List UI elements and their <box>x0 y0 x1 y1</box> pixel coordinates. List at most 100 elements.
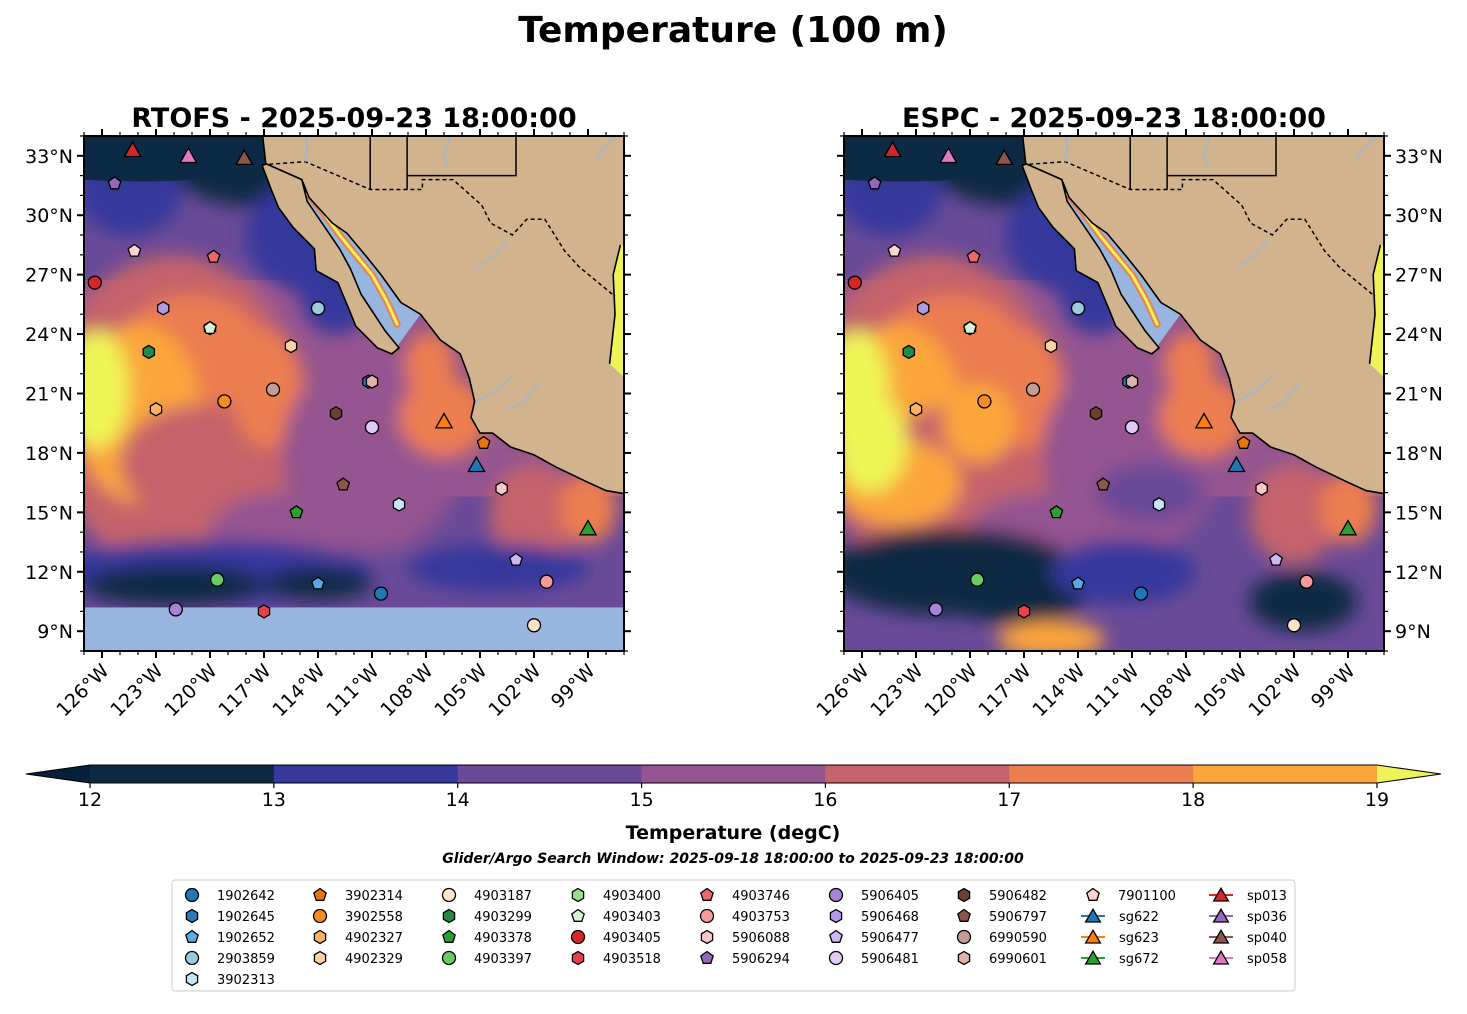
colorbar-under-arrow <box>26 765 90 783</box>
state-border <box>1167 136 1277 177</box>
obs-marker-4903397 <box>210 572 225 587</box>
baja-peninsula <box>261 162 401 355</box>
temperature-contour <box>1051 540 1195 604</box>
obs-marker-7901100 <box>127 243 142 257</box>
legend-marker-4903746 <box>700 887 714 901</box>
colorbar-tick-label: 15 <box>630 789 654 811</box>
obs-marker-5906294 <box>867 176 882 190</box>
obs-marker-3902313 <box>1152 497 1166 512</box>
colorbar-segment <box>273 765 459 783</box>
legend-label: 1902642 <box>217 889 275 904</box>
legend-label: 5906482 <box>989 889 1047 904</box>
y-tick-label: 21°N <box>1395 384 1443 406</box>
river <box>1354 136 1376 161</box>
legend-marker-5906405 <box>828 887 844 903</box>
legend-marker-sg672 <box>1084 949 1102 965</box>
river <box>1203 136 1211 168</box>
legend-marker-4903405 <box>570 929 586 945</box>
obs-marker-sg623 <box>1194 412 1214 429</box>
colorbar-tick-label: 16 <box>813 789 837 811</box>
colorbar-segment <box>1193 765 1378 783</box>
obs-marker-5906405 <box>168 602 183 617</box>
obs-marker-4903405 <box>847 275 862 290</box>
colorbar-segment <box>1009 765 1194 783</box>
obs-marker-sp040 <box>234 148 254 166</box>
x-tick-label: 117°W <box>214 660 275 721</box>
obs-marker-4902327 <box>149 402 163 417</box>
river <box>1064 136 1069 162</box>
obs-marker-1902652 <box>1071 576 1085 590</box>
obs-marker-3902314 <box>476 435 491 449</box>
obs-marker-sp058 <box>179 146 198 164</box>
legend-label: 5906405 <box>861 889 919 904</box>
legend-label: 5906477 <box>861 931 919 946</box>
x-tick-label: 102°W <box>484 660 545 721</box>
temperature-contour <box>489 464 579 564</box>
legend-label: 4903378 <box>474 931 532 946</box>
obs-marker-4903753 <box>539 574 554 589</box>
legend-marker-1902645 <box>185 908 199 924</box>
x-tick-label: 120°W <box>160 660 221 721</box>
legend-marker-5906468 <box>829 908 843 924</box>
y-tick-label: 33°N <box>25 146 73 168</box>
rtofs-map-panel: RTOFS - 2025-09-23 18:00:00 126°W123°W12… <box>25 103 631 721</box>
temperature-contour <box>1096 462 1204 523</box>
obs-marker-sg622 <box>1227 455 1246 473</box>
legend-label: 4903400 <box>603 889 661 904</box>
x-tick-label: 99°W <box>547 660 600 713</box>
obs-marker-5906477 <box>1269 552 1283 566</box>
river <box>475 240 508 270</box>
legend-label: 5906797 <box>989 910 1047 925</box>
river <box>1266 383 1300 411</box>
obs-marker-4903378 <box>289 504 304 519</box>
obs-marker-4902329 <box>284 338 298 354</box>
colorbar-segment <box>825 765 1010 783</box>
legend-marker-4903400 <box>571 887 585 903</box>
obs-marker-5906481 <box>1124 420 1140 435</box>
obs-marker-4903403 <box>963 320 977 335</box>
obs-marker-5906481 <box>364 420 380 435</box>
legend-label: 4903746 <box>732 889 790 904</box>
legend-label: 4903187 <box>474 889 532 904</box>
obs-marker-6990590 <box>1025 382 1041 397</box>
y-tick-label: 15°N <box>25 502 73 524</box>
legend-marker-3902558 <box>312 908 328 924</box>
colorbar-tick-label: 18 <box>1181 789 1205 811</box>
legend-label: 4903403 <box>603 910 661 925</box>
obs-marker-6990601 <box>365 374 379 389</box>
obs-marker-3902558 <box>977 394 992 409</box>
legend-label: 4903405 <box>603 931 661 946</box>
legend-label: sp036 <box>1247 910 1287 925</box>
obs-marker-3902558 <box>217 394 232 409</box>
obs-marker-1902652 <box>311 576 325 590</box>
obs-marker-4903746 <box>966 249 981 263</box>
y-tick-label: 30°N <box>1395 205 1443 227</box>
legend-marker-4902329 <box>313 950 327 966</box>
legend-label: sp013 <box>1247 889 1287 904</box>
temperature-contour <box>84 565 264 606</box>
legend-label: 3902314 <box>345 889 403 904</box>
river <box>594 136 616 161</box>
obs-marker-4903403 <box>203 320 217 335</box>
legend-label: sp040 <box>1247 931 1287 946</box>
x-tick-label: 114°W <box>1028 660 1089 721</box>
mainland-mexico <box>1021 136 1384 495</box>
colorbar-tick-label: 12 <box>78 789 102 811</box>
y-tick-label: 12°N <box>1395 562 1443 584</box>
legend-label: sp058 <box>1247 952 1287 967</box>
legend-label: 4903518 <box>603 952 661 967</box>
y-tick-label: 24°N <box>25 324 73 346</box>
legend-marker-4903518 <box>571 950 585 966</box>
y-tick-label: 24°N <box>1395 324 1443 346</box>
obs-marker-4903518 <box>1017 604 1031 619</box>
legend-marker-4903397 <box>441 950 457 966</box>
legend-label: 3902558 <box>345 910 403 925</box>
colorbar-segment <box>90 765 275 783</box>
obs-marker-sp040 <box>994 148 1014 166</box>
legend-marker-5906482 <box>957 887 971 903</box>
temperature-contour <box>1164 332 1215 396</box>
colorbar-segment <box>457 765 643 783</box>
obs-marker-4903405 <box>87 275 102 290</box>
obs-marker-5906468 <box>156 301 170 316</box>
y-tick-label: 27°N <box>25 265 73 287</box>
